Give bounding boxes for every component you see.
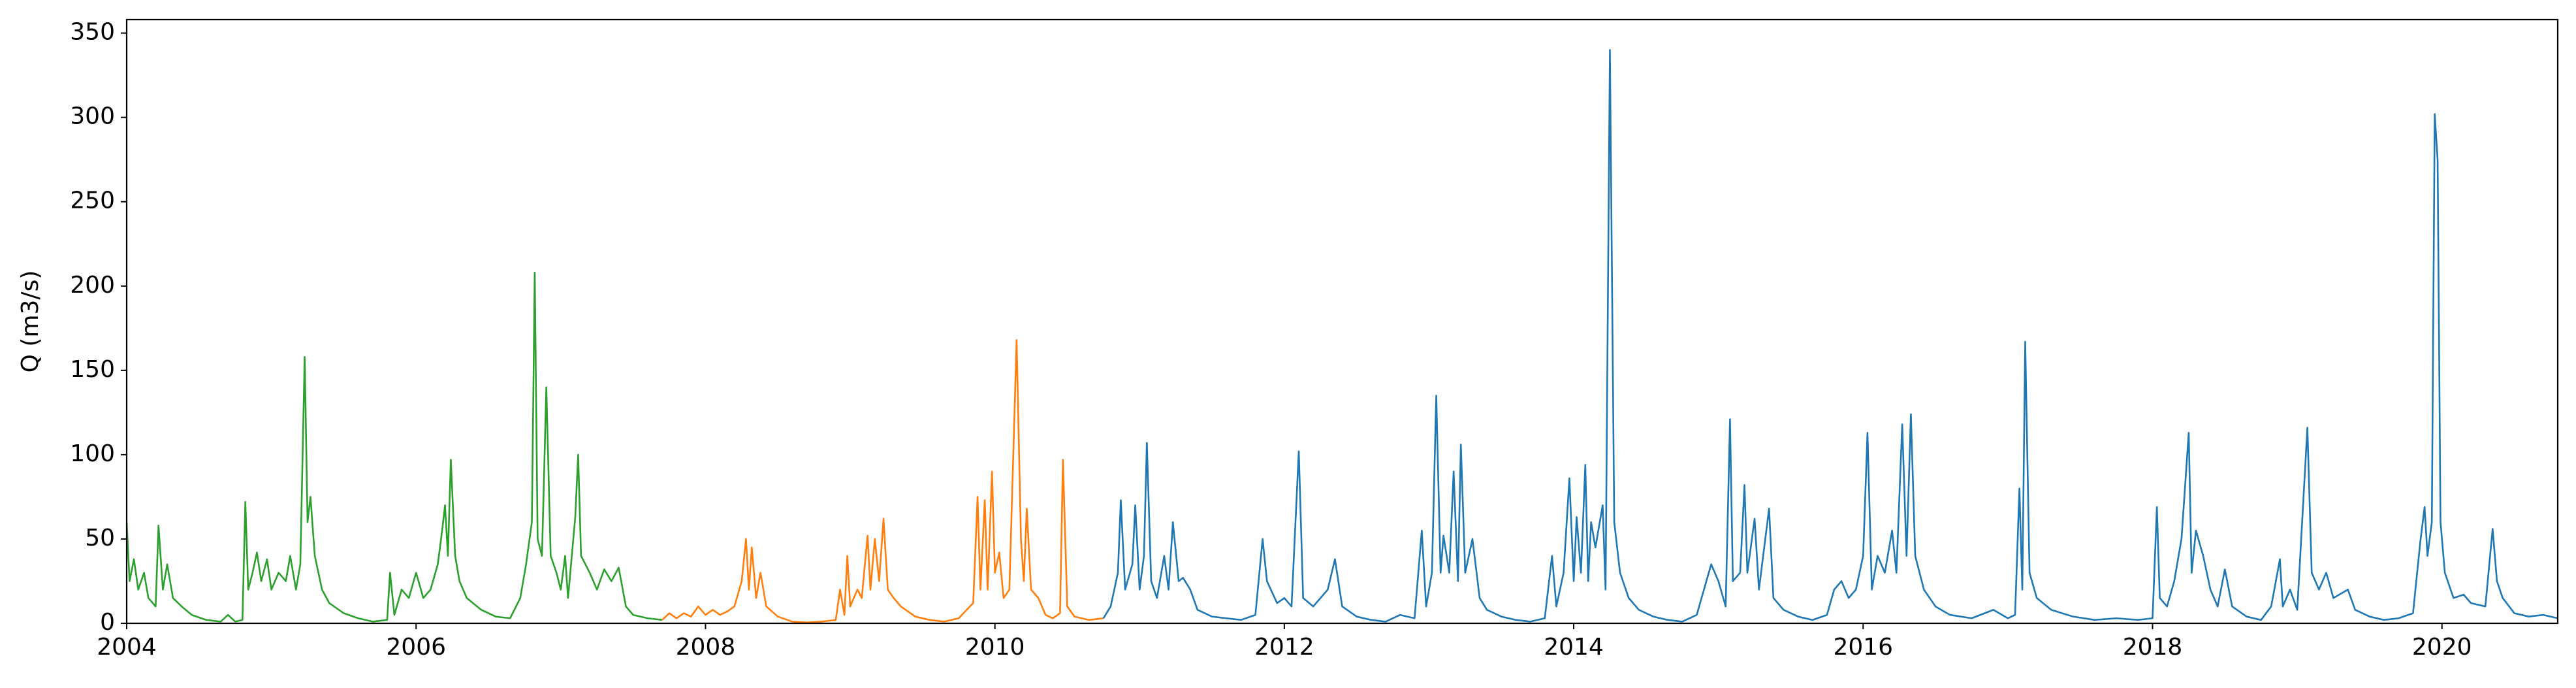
data-line [127,271,663,623]
plot-frame [125,18,2559,625]
x-tick-label: 2016 [1833,634,1893,661]
y-tick-label: 250 [70,188,115,214]
y-tick-label: 0 [100,609,115,636]
y-tick-label: 300 [70,103,115,130]
data-line [1102,49,2558,623]
y-tick-label: 350 [70,19,115,46]
y-tick-label: 50 [85,525,115,551]
x-tick-label: 2006 [386,634,446,661]
x-tick-label: 2020 [2412,634,2472,661]
x-tick-label: 2012 [1254,634,1314,661]
y-tick-label: 150 [70,356,115,383]
y-axis-label: Q (m3/s) [17,270,44,373]
x-tick-label: 2004 [97,634,157,661]
y-tick-label: 100 [70,440,115,467]
x-tick-label: 2008 [676,634,736,661]
x-tick-label: 2010 [965,634,1025,661]
x-tick-label: 2018 [2123,634,2183,661]
data-line [661,339,1104,623]
x-tick-label: 2014 [1544,634,1604,661]
y-tick-label: 200 [70,272,115,299]
